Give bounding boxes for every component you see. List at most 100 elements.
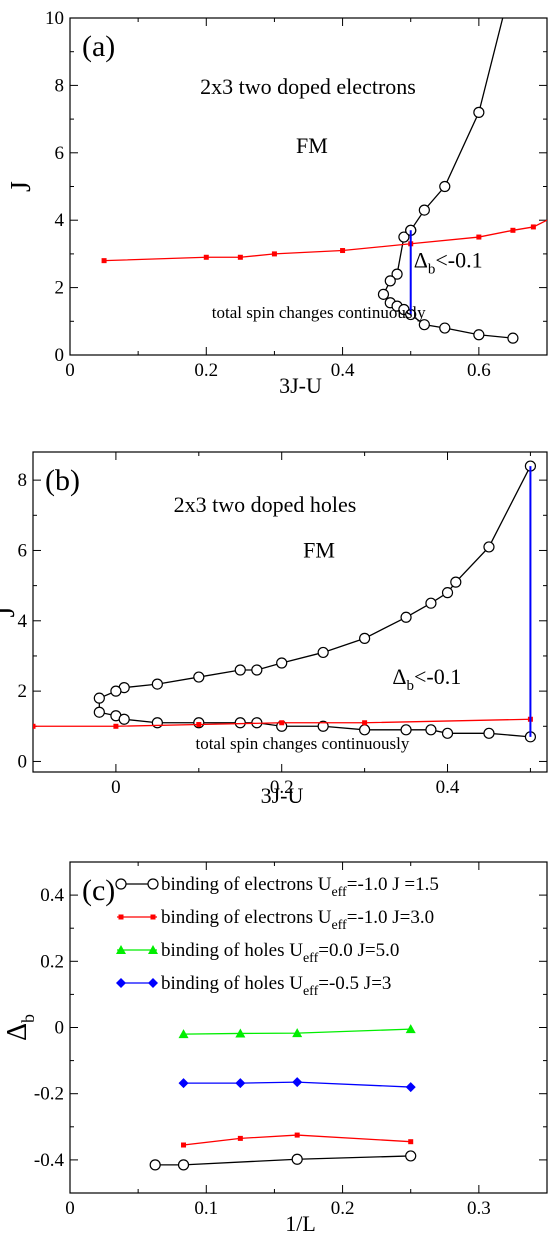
annotation-delta: Δb<-0.1 — [392, 664, 461, 694]
series-line — [183, 1134, 411, 1146]
y-tick-label: 2 — [18, 681, 28, 702]
data-point — [93, 692, 105, 704]
data-point — [291, 1153, 303, 1165]
series-line — [183, 1028, 411, 1035]
data-point — [110, 685, 122, 697]
data-point — [279, 720, 285, 726]
data-point — [271, 251, 277, 257]
data-point — [237, 1135, 243, 1141]
legend-marker — [118, 914, 124, 920]
data-point — [234, 717, 246, 729]
x-tick-label: 0.6 — [467, 360, 491, 381]
legend-entry: binding of electrons Ueff=-1.0 J=3.0 — [161, 907, 434, 933]
data-point — [400, 724, 412, 736]
annotation-suffix: <-0.1 — [435, 247, 482, 272]
data-point — [425, 724, 437, 736]
x-tick-label: 0.4 — [436, 777, 460, 798]
data-point — [418, 319, 430, 331]
data-point — [178, 1078, 189, 1089]
data-point — [398, 231, 410, 243]
data-point — [391, 268, 403, 280]
data-point — [177, 1159, 190, 1171]
data-point — [234, 664, 246, 676]
legend-marker — [148, 945, 158, 954]
x-tick-label: 0 — [65, 1198, 75, 1219]
data-point — [292, 1077, 303, 1088]
y-tick-label: 0.2 — [40, 951, 64, 972]
y-axis-label: J — [0, 606, 21, 617]
legend-name: binding of electrons U — [161, 907, 332, 928]
data-point — [418, 204, 430, 216]
y-axis-label: J — [6, 181, 37, 192]
y-tick-label: -0.2 — [34, 1084, 64, 1105]
annotation-suffix: <-0.1 — [414, 664, 461, 689]
y-tick-label: 4 — [18, 611, 28, 632]
y-tick-label: 10 — [45, 8, 64, 29]
annotation-fm: FM — [303, 537, 335, 562]
data-point — [93, 706, 105, 718]
x-tick-label: 0.4 — [331, 360, 355, 381]
data-point — [359, 632, 371, 644]
data-point — [193, 671, 205, 683]
x-tick-label: 0 — [111, 777, 121, 798]
data-point — [441, 587, 454, 599]
data-point — [530, 224, 536, 230]
annotation-delta: Δb<-0.1 — [414, 247, 483, 277]
legend-name-tail: =-1.0 J =1.5 — [347, 874, 439, 895]
panel-label: (b) — [45, 464, 80, 497]
series-line — [33, 718, 531, 727]
y-tick-label: 6 — [18, 540, 28, 561]
annotation-spin: total spin changes continuously — [195, 734, 409, 753]
annotation-main: Δ — [414, 247, 428, 272]
y-axis-label: Δb — [2, 1014, 38, 1041]
y-tick-label: 8 — [55, 75, 65, 96]
data-point — [405, 1024, 416, 1034]
legend-name-sub: eff — [303, 984, 319, 999]
data-point — [439, 322, 451, 334]
y-tick-label: 2 — [55, 278, 65, 299]
data-point — [340, 248, 346, 254]
data-point — [149, 1159, 161, 1171]
data-point — [276, 657, 288, 669]
x-tick-label: 0.2 — [331, 1198, 355, 1219]
legend-marker — [115, 878, 127, 890]
data-point — [400, 611, 412, 623]
panel-title: 2x3 two doped electrons — [200, 74, 416, 99]
x-tick-label: 0.1 — [194, 1198, 218, 1219]
data-point — [113, 723, 119, 729]
data-point — [294, 1132, 300, 1138]
series-line — [410, 18, 504, 231]
data-point — [178, 1029, 189, 1039]
legend-name-tail: =-0.5 J=3 — [318, 973, 391, 994]
data-point — [450, 576, 462, 588]
x-axis-label: 1/L — [285, 1211, 316, 1236]
legend-entry: binding of electrons Ueff=-1.0 J =1.5 — [161, 874, 439, 900]
x-tick-label: 0 — [65, 360, 75, 381]
x-axis-label: 3J-U — [279, 373, 322, 398]
data-point — [510, 227, 516, 233]
series-line — [183, 1081, 411, 1088]
data-point — [237, 254, 243, 260]
legend-name-tail: =-1.0 J=3.0 — [347, 907, 434, 928]
data-point — [408, 1139, 414, 1145]
annotation-spin: total spin changes continuously — [212, 303, 426, 322]
legend-marker — [147, 878, 159, 890]
data-point — [151, 717, 163, 729]
data-point — [101, 258, 107, 264]
data-point — [235, 1078, 246, 1089]
panel-b: 0 0.2 0.4 0 2 4 6 8 3J-U J (b) 2x3 two doped holes F… — [0, 451, 548, 808]
legend-name-tail: =0.0 J=5.0 — [318, 940, 399, 961]
data-point — [292, 1028, 303, 1038]
data-point — [317, 720, 329, 732]
y-tick-label: 0 — [18, 751, 28, 772]
panel-title: 2x3 two doped holes — [174, 492, 357, 517]
data-point — [235, 1028, 246, 1038]
data-point — [196, 722, 202, 728]
data-point — [317, 646, 329, 659]
legend: binding of electrons Ueff=-1.0 J =1.5bin… — [115, 874, 439, 999]
data-point — [483, 727, 495, 739]
annotation-fm: FM — [296, 133, 328, 158]
legend-name: binding of electrons U — [161, 874, 332, 895]
legend-marker — [148, 978, 158, 988]
